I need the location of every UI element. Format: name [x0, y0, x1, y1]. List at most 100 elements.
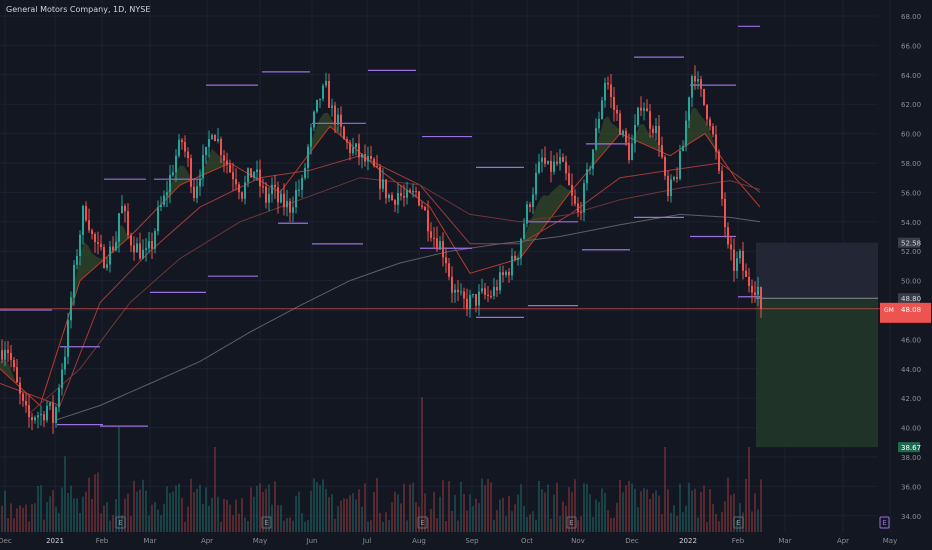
candle-body — [595, 128, 597, 150]
chart-legend[interactable]: General Motors Company, 1D, NYSE — [6, 5, 151, 14]
candle-body — [535, 172, 537, 195]
volume-bar — [58, 513, 60, 532]
y-tick-label: 54.00 — [901, 219, 921, 227]
earnings-marker — [417, 516, 428, 529]
candle-body — [586, 169, 588, 184]
y-tick-label: 56.00 — [901, 189, 921, 197]
candle-body — [229, 164, 231, 173]
candle-body — [421, 205, 423, 207]
candle-body — [661, 145, 663, 158]
candle-body — [445, 257, 447, 264]
volume-bar — [553, 494, 555, 532]
candle-body — [517, 257, 519, 260]
candle-body — [280, 193, 282, 203]
candle-body — [49, 402, 51, 406]
volume-bar — [694, 488, 696, 532]
candle-body — [124, 205, 126, 212]
candle-body — [202, 155, 204, 179]
volume-bar — [736, 520, 738, 532]
volume-bar — [256, 485, 258, 532]
volume-bar — [517, 494, 519, 532]
volume-bar — [613, 517, 615, 532]
candle-body — [601, 100, 603, 119]
volume-bar — [412, 482, 414, 532]
volume-bar — [349, 495, 351, 532]
candle-body — [544, 157, 546, 164]
volume-bar — [499, 499, 501, 532]
earnings-label: E — [264, 519, 268, 527]
volume-bar — [643, 488, 645, 532]
volume-bar — [523, 506, 525, 532]
candle-body — [283, 193, 285, 208]
candle-body — [547, 160, 549, 164]
volume-bar — [616, 502, 618, 532]
volume-bar — [43, 519, 45, 532]
candle-body — [532, 194, 534, 207]
candle-body — [256, 169, 258, 173]
candle-body — [493, 287, 495, 297]
candle-body — [460, 291, 462, 293]
volume-bar — [397, 494, 399, 532]
volume-bar — [472, 506, 474, 532]
candle-body — [259, 169, 261, 187]
volume-bar — [127, 493, 129, 532]
volume-bar — [526, 516, 528, 532]
x-tick-label: Dec — [0, 537, 12, 545]
volume-bar — [184, 521, 186, 532]
candle-body — [478, 291, 480, 306]
candle-body — [643, 108, 645, 111]
volume-bar — [220, 521, 222, 532]
candle-body — [244, 182, 246, 199]
candle-body — [718, 151, 720, 171]
volume-bar — [211, 497, 213, 532]
volume-bar — [601, 488, 603, 532]
y-tick-label: 44.00 — [901, 366, 921, 374]
volume-bar — [151, 504, 153, 532]
volume-bar — [196, 488, 198, 532]
volume-bar — [754, 493, 756, 532]
volume-bar — [709, 489, 711, 532]
y-tick-label: 36.00 — [901, 483, 921, 491]
volume-bar — [40, 485, 42, 532]
candle-body — [295, 189, 297, 208]
volume-bar — [295, 496, 297, 532]
candle-body — [103, 247, 105, 268]
candle-body — [133, 245, 135, 253]
target-price-tag-label: 38.67 — [901, 444, 921, 452]
y-tick-label: 66.00 — [901, 42, 921, 50]
candle-body — [112, 246, 114, 251]
volume-bar — [706, 521, 708, 532]
candle-body — [466, 298, 468, 309]
candle-body — [733, 249, 735, 271]
candle-body — [505, 271, 507, 276]
candle-body — [484, 288, 486, 295]
volume-bar — [364, 483, 366, 532]
pivot-lines — [0, 25, 760, 427]
volume-bar — [583, 483, 585, 532]
candle-body — [397, 193, 399, 205]
volume-bar — [229, 504, 231, 532]
volume-bar — [301, 512, 303, 532]
volume-bar — [319, 485, 321, 532]
candle-body — [148, 241, 150, 249]
candle-body — [646, 108, 648, 112]
candle-body — [508, 271, 510, 276]
candle-body — [433, 237, 435, 239]
candle-body — [403, 195, 405, 198]
time-axis[interactable]: Dec 2021 Feb Mar Apr May Jun Jul Aug Sep Oct Nov Dec… — [0, 537, 897, 545]
volume-bar — [640, 491, 642, 532]
candle-body — [454, 289, 456, 293]
candle-body — [34, 417, 36, 421]
candle-body — [607, 82, 609, 85]
volume-bar — [4, 490, 6, 532]
volume-bar — [373, 491, 375, 532]
volume-bar — [358, 489, 360, 532]
candle-body — [175, 155, 177, 173]
volume-bar — [148, 515, 150, 532]
candle-body — [730, 244, 732, 250]
candle-body — [193, 186, 195, 199]
candle-body — [208, 139, 210, 147]
candle-body — [277, 187, 279, 203]
